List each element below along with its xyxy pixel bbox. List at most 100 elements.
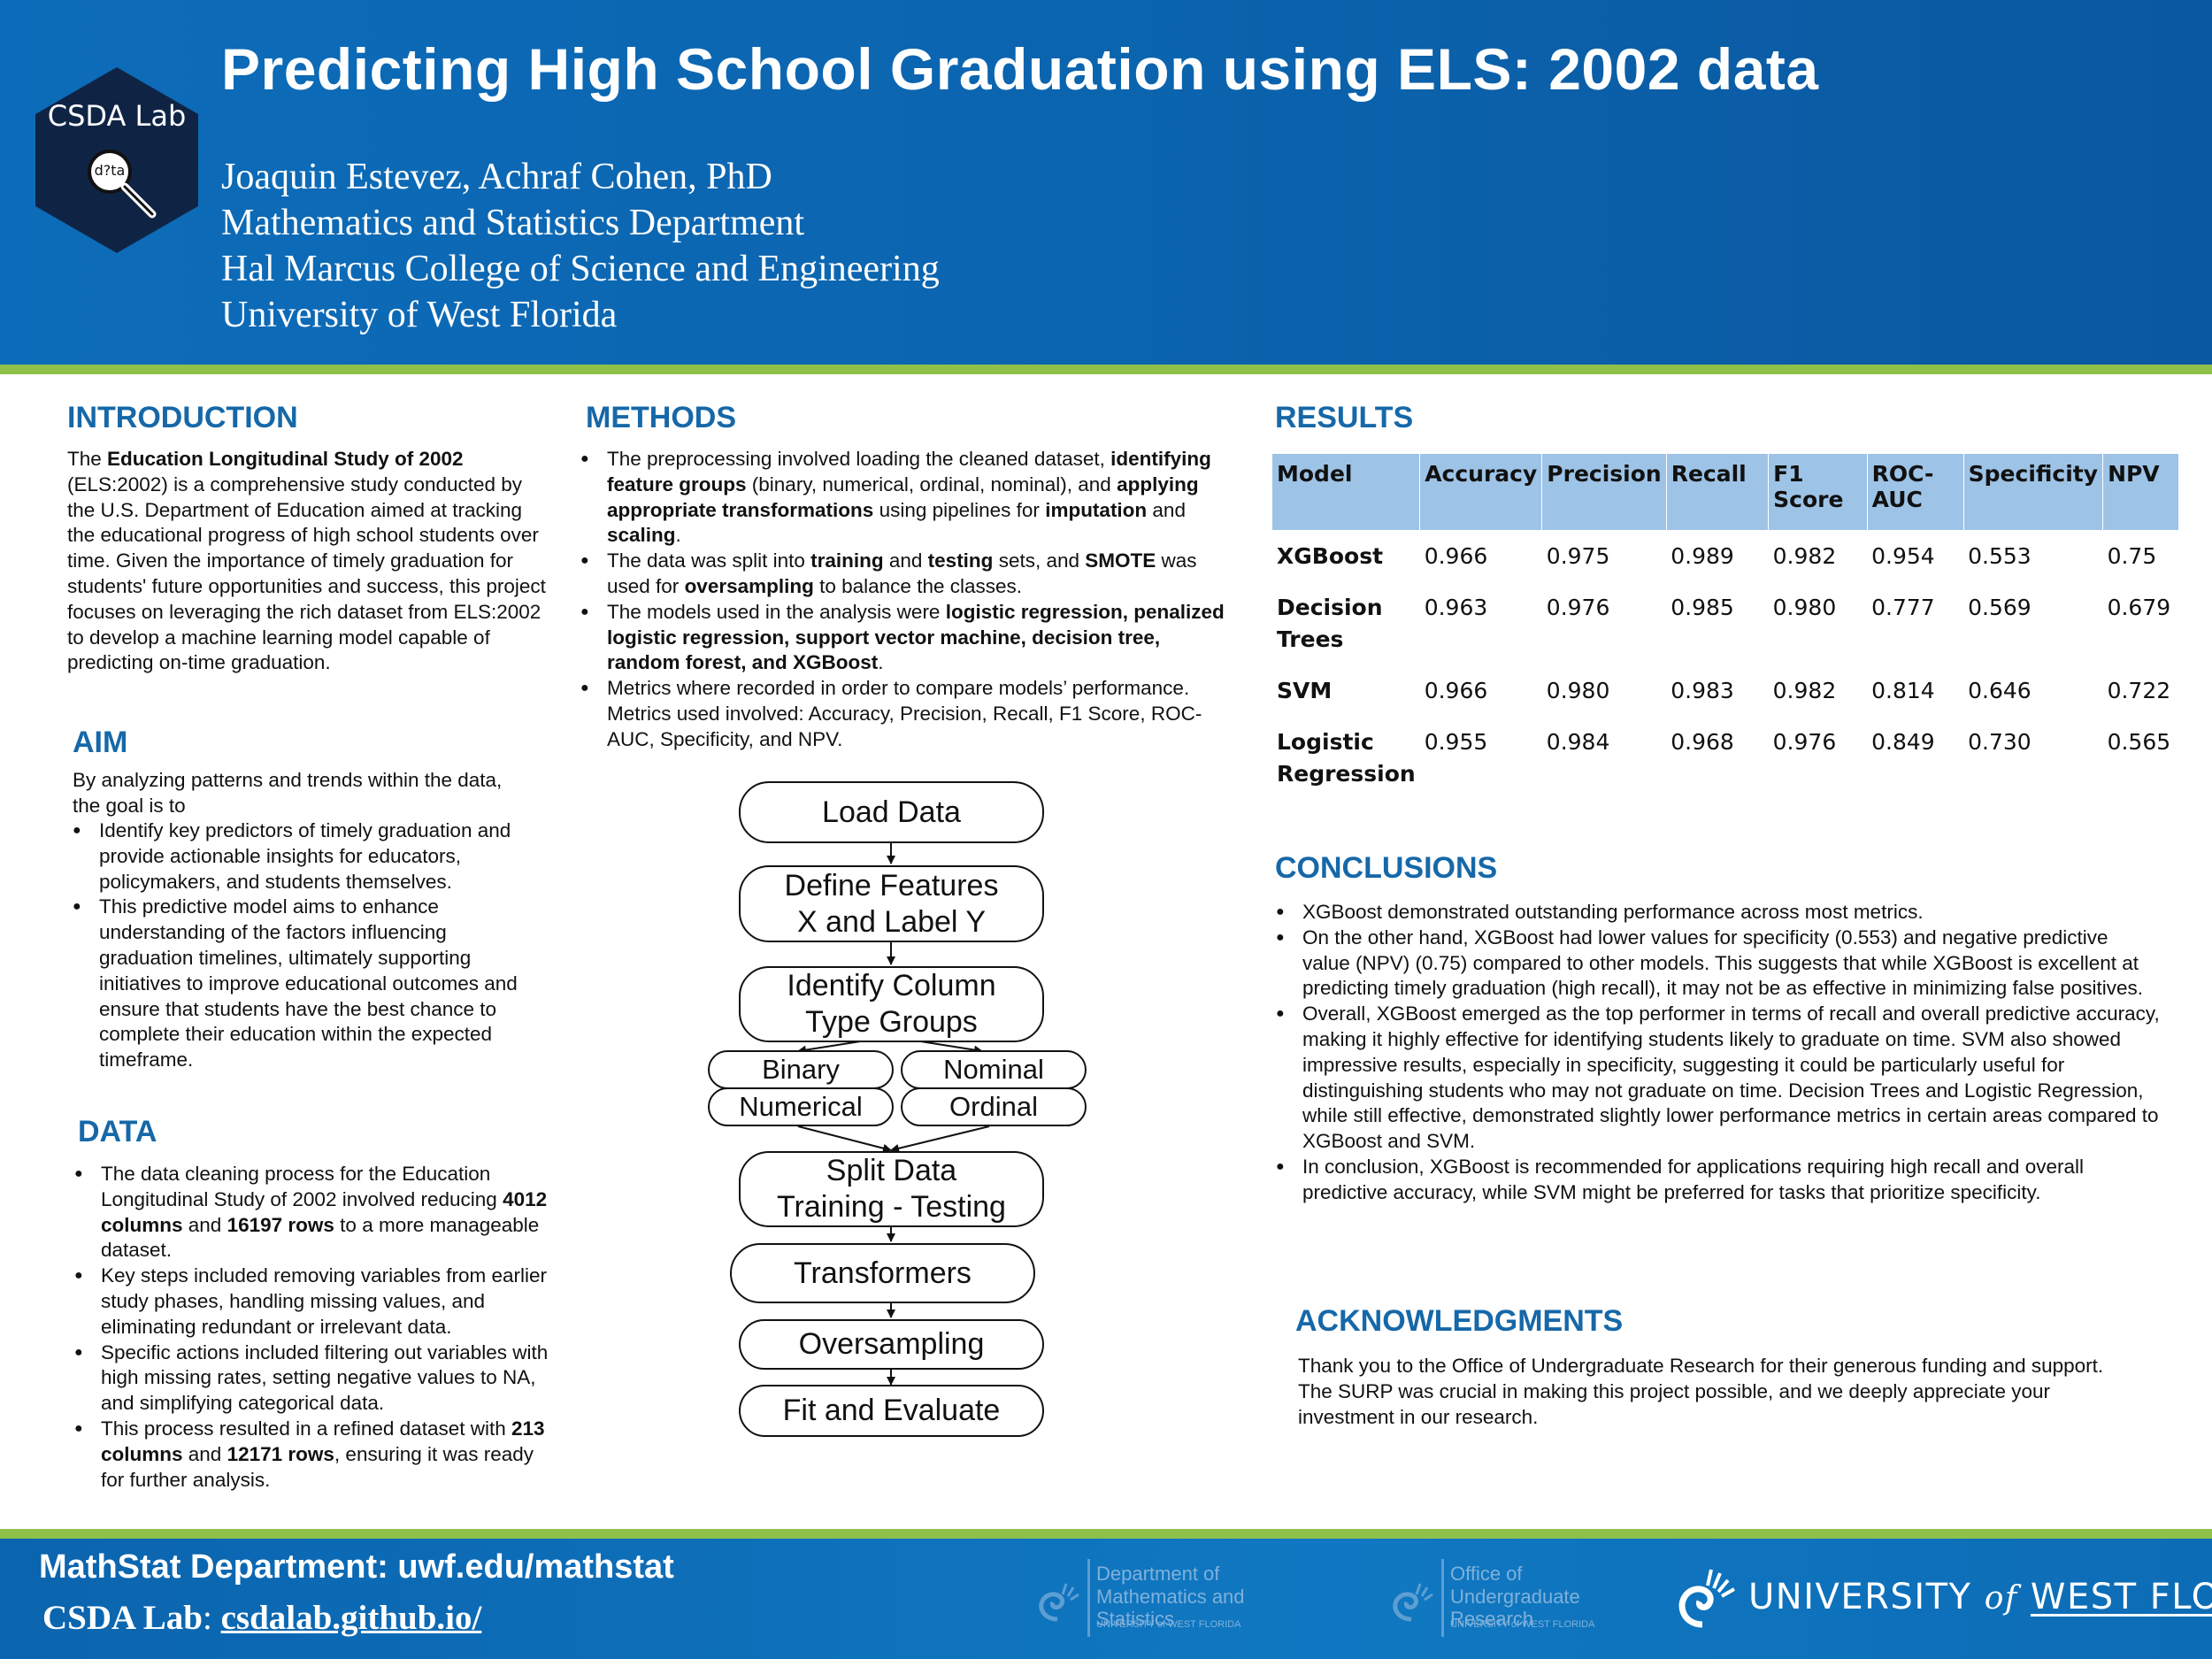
table-header-cell: Precision bbox=[1541, 454, 1667, 530]
data-text: to a more manageable dataset. bbox=[101, 1213, 540, 1262]
math-dept-logo-line: Department of bbox=[1096, 1563, 1220, 1585]
flow-identify-groups: Identify Column Type Groups bbox=[739, 966, 1044, 1042]
aim-bullet: This predictive model aims to enhance un… bbox=[73, 895, 533, 1073]
methods-bold: SMOTE bbox=[1085, 549, 1156, 572]
table-cell: 0.565 bbox=[2107, 729, 2171, 755]
uwf-wordmark-part: WEST FLORIDA bbox=[2030, 1577, 2212, 1617]
flow-load-data: Load Data bbox=[739, 781, 1044, 843]
data-heading: DATA bbox=[78, 1115, 157, 1148]
uwf-wordmark: UNIVERSITY of WEST FLORIDA bbox=[1748, 1577, 2212, 1617]
math-dept-logo-line: Mathematics and Statistics bbox=[1096, 1586, 1245, 1630]
methods-bold: training bbox=[810, 549, 884, 572]
table-cell-model: Decision Trees bbox=[1277, 595, 1383, 652]
conclusions-bullet: Overall, XGBoost emerged as the top perf… bbox=[1276, 1002, 2161, 1155]
conclusions-bullets: XGBoost demonstrated outstanding perform… bbox=[1276, 900, 2161, 1206]
table-cell: 0.75 bbox=[2107, 543, 2157, 569]
table-cell: 0.983 bbox=[1671, 678, 1734, 703]
methods-bullet: The models used in the analysis were log… bbox=[580, 600, 1235, 676]
table-header-cell: F1 Score bbox=[1768, 454, 1868, 530]
introduction-text-part: (ELS:2002) is a comprehensive study cond… bbox=[67, 472, 546, 674]
poster-title: Predicting High School Graduation using … bbox=[221, 36, 1819, 102]
math-dept-logo-line: UNIVERSITY of WEST FLORIDA bbox=[1096, 1619, 1241, 1630]
table-cell: 0.569 bbox=[1968, 595, 2032, 620]
university: University of West Florida bbox=[221, 295, 618, 335]
flow-define-features-line: X and Label Y bbox=[797, 904, 986, 939]
table-cell: 0.966 bbox=[1424, 678, 1488, 703]
flow-fit-evaluate-label: Fit and Evaluate bbox=[782, 1394, 1001, 1427]
data-bullet: Key steps included removing variables fr… bbox=[74, 1263, 552, 1340]
table-row: XGBoost 0.966 0.975 0.989 0.982 0.954 0.… bbox=[1272, 530, 2178, 581]
hexagon-icon bbox=[35, 67, 198, 253]
table-cell-model: Logistic Regression bbox=[1277, 729, 1416, 787]
table-cell: 0.814 bbox=[1871, 678, 1935, 703]
data-text: and bbox=[182, 1213, 227, 1236]
conclusions-bullet: XGBoost demonstrated outstanding perform… bbox=[1276, 900, 2161, 926]
table-cell: 0.679 bbox=[2107, 595, 2171, 620]
table-cell: 0.989 bbox=[1671, 543, 1734, 569]
nautilus-icon bbox=[1393, 1583, 1433, 1622]
acknowledgments-heading: ACKNOWLEDGMENTS bbox=[1295, 1304, 1624, 1338]
uwf-wordmark-part: of bbox=[1984, 1580, 2018, 1617]
acknowledgments-text: Thank you to the Office of Undergraduate… bbox=[1298, 1355, 2104, 1428]
table-header-cell: Specificity bbox=[1963, 454, 2104, 530]
methods-text: was used for bbox=[607, 549, 1197, 597]
methods-text: and bbox=[1147, 498, 1186, 521]
csda-lab-label: CSDA Lab bbox=[42, 1599, 203, 1637]
college: Hal Marcus College of Science and Engine… bbox=[221, 249, 940, 289]
table-cell: 0.982 bbox=[1772, 678, 1837, 703]
table-cell: 0.984 bbox=[1546, 729, 1610, 755]
table-cell: 0.980 bbox=[1772, 595, 1837, 620]
methods-text: sets, and bbox=[993, 549, 1086, 572]
table-cell: 0.966 bbox=[1424, 543, 1488, 569]
methods-bold: scaling bbox=[607, 524, 676, 547]
flow-split-data: Split Data Training - Testing bbox=[739, 1151, 1044, 1227]
table-cell: 0.975 bbox=[1546, 543, 1610, 569]
table-row: Logistic Regression 0.955 0.984 0.968 0.… bbox=[1272, 716, 2178, 799]
mathstat-link[interactable]: MathStat Department: uwf.edu/mathstat bbox=[39, 1548, 674, 1586]
data-text: and bbox=[182, 1442, 227, 1465]
aim-intro: By analyzing patterns and trends within … bbox=[73, 769, 503, 817]
table-cell: 0.955 bbox=[1424, 729, 1488, 755]
nautilus-icon bbox=[1039, 1583, 1079, 1622]
data-rows-count: 12171 rows bbox=[227, 1442, 334, 1465]
methods-heading: METHODS bbox=[586, 401, 736, 434]
csda-lab-link[interactable]: csdalab.github.io/ bbox=[220, 1599, 482, 1637]
flow-define-features-line: Define Features bbox=[784, 868, 999, 902]
flow-nominal-label: Nominal bbox=[943, 1054, 1044, 1085]
conclusions-heading: CONCLUSIONS bbox=[1275, 851, 1498, 885]
flow-split-data-line: Split Data bbox=[826, 1154, 957, 1187]
methods-flowchart: Load Data Define Features X and Label Y I… bbox=[699, 774, 1097, 1447]
undergrad-research-logo-line: Undergraduate Research bbox=[1450, 1586, 1580, 1630]
flow-split-data-line: Training - Testing bbox=[777, 1190, 1006, 1224]
uwf-logo: UNIVERSITY of WEST FLORIDA bbox=[1672, 1559, 2212, 1639]
table-cell: 0.968 bbox=[1671, 729, 1734, 755]
data-columns-count: 213 columns bbox=[101, 1417, 545, 1465]
undergrad-research-logo-line: Office of bbox=[1450, 1563, 1523, 1585]
math-dept-logo: Department of Mathematics and Statistics… bbox=[1031, 1559, 1287, 1639]
flow-ordinal: Ordinal bbox=[901, 1087, 1087, 1126]
methods-text: using pipelines for bbox=[873, 498, 1046, 521]
introduction-text: The Education Longitudinal Study of 2002… bbox=[67, 447, 554, 676]
data-bullet: The data cleaning process for the Educat… bbox=[74, 1162, 552, 1263]
aim-bullet: Identify key predictors of timely gradua… bbox=[73, 818, 533, 895]
data-text: , ensuring it was ready for further anal… bbox=[101, 1442, 534, 1491]
methods-text: . bbox=[878, 651, 884, 674]
introduction-study-name: Education Longitudinal Study of 2002 bbox=[107, 448, 464, 470]
methods-bold: imputation bbox=[1045, 498, 1148, 521]
table-row: SVM 0.966 0.980 0.983 0.982 0.814 0.646 … bbox=[1272, 664, 2178, 716]
flow-fit-evaluate: Fit and Evaluate bbox=[739, 1385, 1044, 1437]
table-cell: 0.646 bbox=[1968, 678, 2032, 703]
table-cell: 0.730 bbox=[1968, 729, 2032, 755]
table-header-row: Model Accuracy Precision Recall F1 Score… bbox=[1272, 454, 2178, 530]
flow-identify-groups-line: Type Groups bbox=[805, 1005, 978, 1039]
data-bullet: This process resulted in a refined datas… bbox=[74, 1417, 552, 1493]
flow-numerical: Numerical bbox=[708, 1087, 894, 1126]
header-accent-line bbox=[0, 365, 2212, 374]
flow-transformers-label: Transformers bbox=[794, 1256, 972, 1290]
flow-transformers: Transformers bbox=[730, 1243, 1035, 1303]
table-cell: 0.722 bbox=[2107, 678, 2171, 703]
introduction-text-part: The bbox=[67, 448, 108, 470]
undergrad-research-logo: Office of Undergraduate Research UNIVERS… bbox=[1385, 1559, 1641, 1639]
aim-bullets: Identify key predictors of timely gradua… bbox=[73, 818, 533, 1073]
logo-divider bbox=[1087, 1559, 1090, 1637]
